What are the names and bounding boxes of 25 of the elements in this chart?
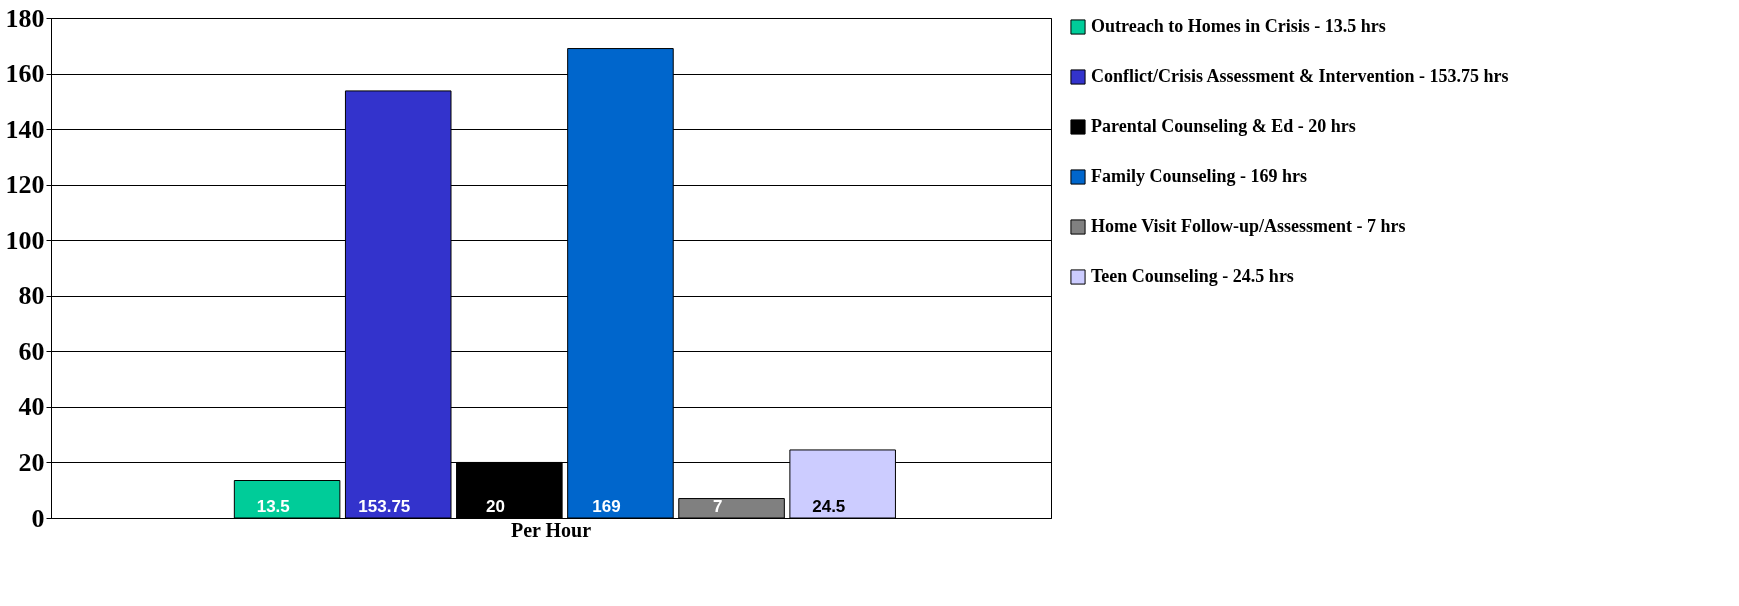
y-tick-label: 60 <box>18 336 45 366</box>
data-label: 153.75 <box>358 497 411 516</box>
legend-label: Home Visit Follow-up/Assessment - 7 hrs <box>1091 216 1406 236</box>
data-label: 20 <box>485 497 505 516</box>
y-tick-label: 80 <box>18 281 45 311</box>
x-tick-label: Per Hour <box>510 518 592 541</box>
data-label: 169 <box>592 497 621 516</box>
legend-label: Parental Counseling & Ed - 20 hrs <box>1091 116 1356 136</box>
y-tick-label: 40 <box>18 392 45 422</box>
bar <box>233 480 341 519</box>
legend-label: Family Counseling - 169 hrs <box>1091 166 1308 186</box>
y-tick-label: 20 <box>18 447 45 477</box>
data-label: 24.5 <box>812 497 846 516</box>
legend-label: Conflict/Crisis Assessment & Intervention - 153.75 hrs <box>1091 66 1509 86</box>
y-tick-label: 0 <box>31 503 45 533</box>
y-tick-label: 120 <box>5 170 45 200</box>
legend-label: Teen Counseling - 24.5 hrs <box>1091 266 1294 286</box>
data-label: 13.5 <box>256 497 290 516</box>
y-tick-label: 180 <box>5 3 45 33</box>
y-tick-label: 100 <box>5 225 45 255</box>
bar <box>678 498 785 519</box>
legend-label: Outreach to Homes in Crisis - 13.5 hrs <box>1091 16 1386 36</box>
data-label: 7 <box>712 497 723 516</box>
y-tick-label: 140 <box>5 114 45 144</box>
y-tick-label: 160 <box>5 59 45 89</box>
